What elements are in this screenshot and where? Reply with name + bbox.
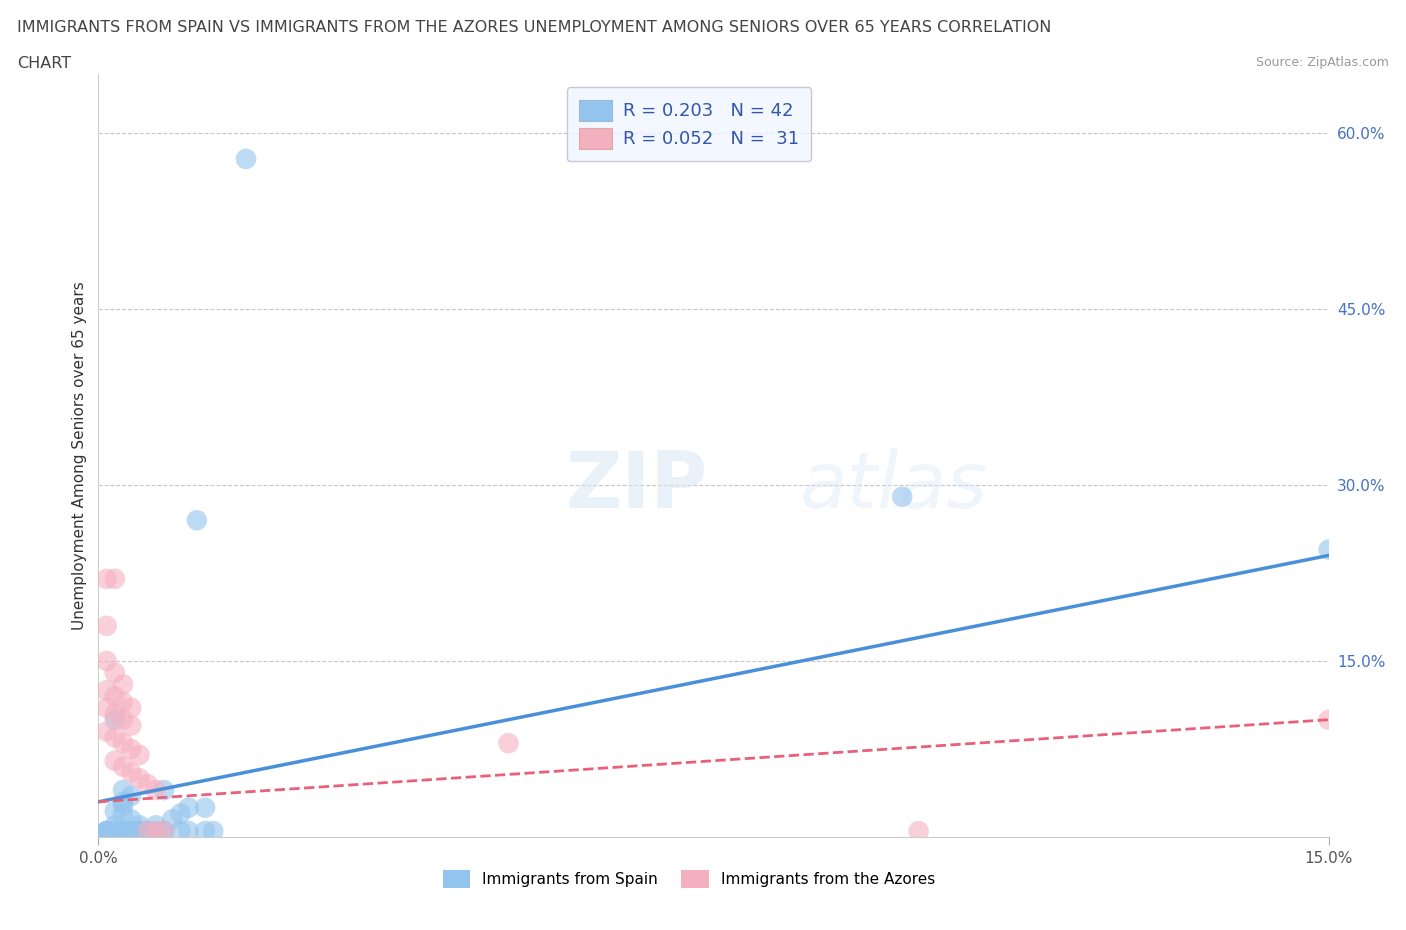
Point xyxy=(120,824,142,839)
Point xyxy=(120,812,142,827)
Point xyxy=(145,824,167,839)
Point xyxy=(112,824,135,839)
Point xyxy=(112,695,135,710)
Point xyxy=(112,794,135,809)
Point xyxy=(96,683,118,698)
Point xyxy=(104,824,127,839)
Point xyxy=(96,824,118,839)
Point xyxy=(1317,712,1340,727)
Point xyxy=(169,806,191,821)
Point xyxy=(136,824,159,839)
Point xyxy=(96,700,118,715)
Point xyxy=(96,824,118,839)
Point xyxy=(120,741,142,756)
Point xyxy=(96,824,118,839)
Point xyxy=(120,700,142,715)
Text: Source: ZipAtlas.com: Source: ZipAtlas.com xyxy=(1256,56,1389,69)
Point xyxy=(120,718,142,733)
Point xyxy=(202,824,225,839)
Point xyxy=(145,783,167,798)
Text: ZIP: ZIP xyxy=(567,448,709,525)
Point xyxy=(104,804,127,818)
Point xyxy=(177,824,200,839)
Point xyxy=(104,753,127,768)
Point xyxy=(96,724,118,738)
Point xyxy=(112,736,135,751)
Point xyxy=(112,677,135,692)
Point xyxy=(96,571,118,586)
Point xyxy=(104,689,127,704)
Point xyxy=(128,817,150,832)
Point xyxy=(104,707,127,722)
Point xyxy=(169,824,191,839)
Point xyxy=(907,824,929,839)
Point xyxy=(96,654,118,669)
Point xyxy=(235,152,257,166)
Point xyxy=(120,824,142,839)
Point xyxy=(128,824,150,839)
Text: atlas: atlas xyxy=(800,448,987,525)
Point xyxy=(136,824,159,839)
Point xyxy=(1317,542,1340,557)
Point xyxy=(112,759,135,774)
Text: CHART: CHART xyxy=(17,56,70,71)
Text: IMMIGRANTS FROM SPAIN VS IMMIGRANTS FROM THE AZORES UNEMPLOYMENT AMONG SENIORS O: IMMIGRANTS FROM SPAIN VS IMMIGRANTS FROM… xyxy=(17,20,1052,35)
Point xyxy=(96,618,118,633)
Point xyxy=(128,748,150,763)
Point xyxy=(104,730,127,745)
Point xyxy=(153,824,176,839)
Point xyxy=(186,512,208,527)
Point xyxy=(112,712,135,727)
Point xyxy=(145,817,167,832)
Point xyxy=(891,489,914,504)
Point xyxy=(145,824,167,839)
Point xyxy=(136,824,159,839)
Point xyxy=(104,824,127,839)
Legend: Immigrants from Spain, Immigrants from the Azores: Immigrants from Spain, Immigrants from t… xyxy=(437,864,941,894)
Point xyxy=(153,824,176,839)
Point xyxy=(112,806,135,821)
Point xyxy=(194,800,217,815)
Point xyxy=(112,824,135,839)
Point xyxy=(112,783,135,798)
Point xyxy=(96,824,118,839)
Point xyxy=(104,817,127,832)
Point xyxy=(104,665,127,680)
Point xyxy=(153,824,176,839)
Point xyxy=(162,812,184,827)
Point xyxy=(128,824,150,839)
Point xyxy=(177,800,200,815)
Y-axis label: Unemployment Among Seniors over 65 years: Unemployment Among Seniors over 65 years xyxy=(72,282,87,631)
Point xyxy=(194,824,217,839)
Point xyxy=(120,789,142,804)
Point xyxy=(498,736,520,751)
Point xyxy=(112,798,135,813)
Point xyxy=(153,783,176,798)
Point xyxy=(128,771,150,786)
Point xyxy=(120,765,142,780)
Point xyxy=(136,777,159,791)
Point xyxy=(104,571,127,586)
Point xyxy=(136,824,159,839)
Point xyxy=(104,712,127,727)
